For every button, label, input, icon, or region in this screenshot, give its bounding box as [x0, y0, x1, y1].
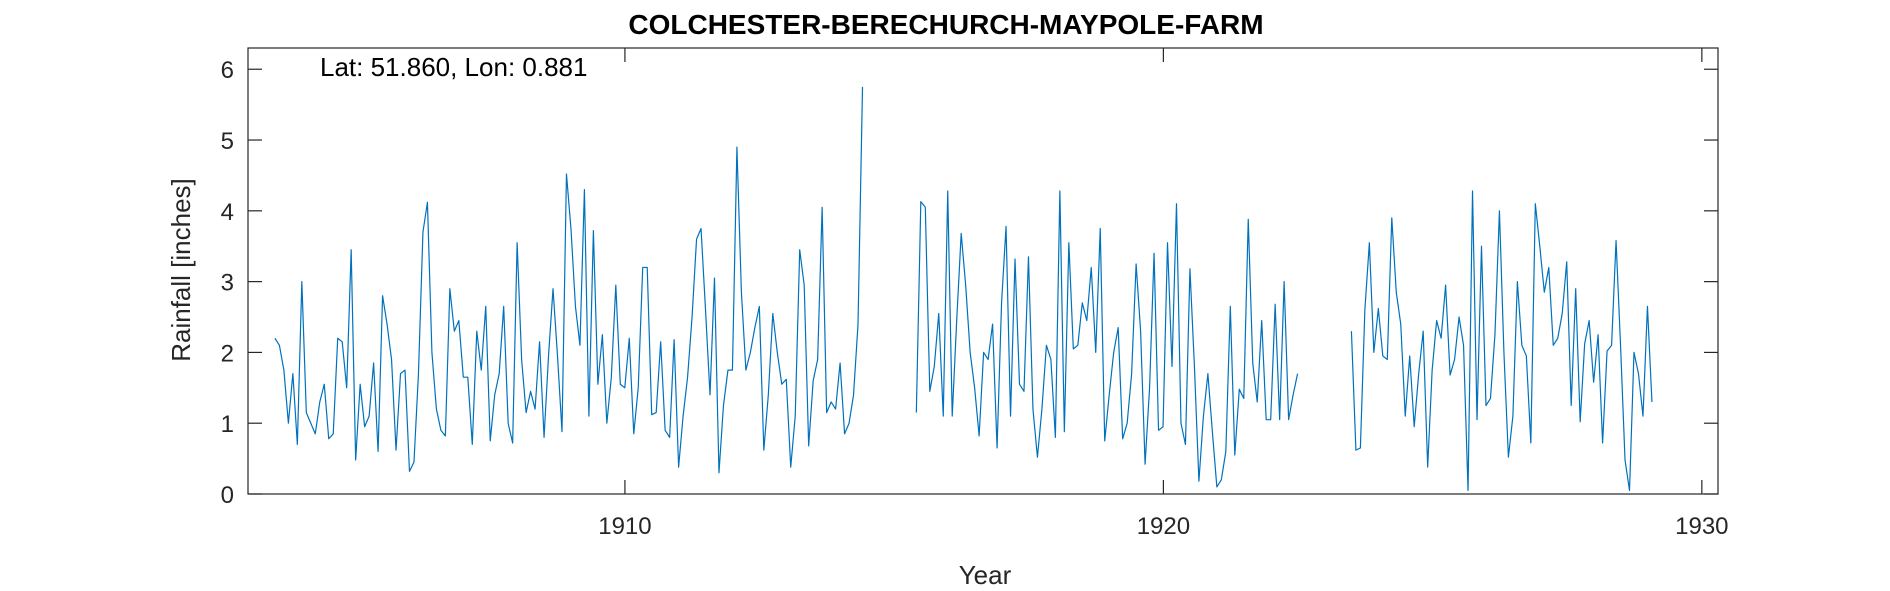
y-tick-label: 2: [221, 340, 234, 367]
plot-box: [247, 47, 1719, 495]
x-tick-label: 1920: [1137, 513, 1190, 540]
chart-title: COLCHESTER-BERECHURCH-MAYPOLE-FARM: [628, 9, 1263, 40]
y-axis-ticks: 0 1 2 3 4 5 6: [221, 57, 1718, 509]
x-axis-ticks: 1910 1920 1930: [598, 48, 1729, 540]
rainfall-series-line: [1350, 190, 1653, 492]
y-tick-label: 5: [221, 128, 234, 155]
rainfall-series-line: [915, 190, 1299, 488]
x-tick-label: 1910: [598, 513, 651, 540]
location-annotation: Lat: 51.860, Lon: 0.881: [320, 52, 587, 82]
x-axis-label: Year: [959, 560, 1012, 590]
x-tick-label: 1930: [1675, 513, 1728, 540]
rainfall-series-line: [274, 86, 864, 474]
y-tick-label: 1: [221, 411, 234, 438]
y-tick-label: 0: [221, 482, 234, 509]
y-tick-label: 3: [221, 270, 234, 297]
y-tick-label: 6: [221, 57, 234, 84]
y-axis-label: Rainfall [inches]: [166, 178, 196, 362]
series-lines: [274, 86, 1653, 492]
y-tick-label: 4: [221, 199, 234, 226]
axes-frame: [247, 47, 1719, 495]
